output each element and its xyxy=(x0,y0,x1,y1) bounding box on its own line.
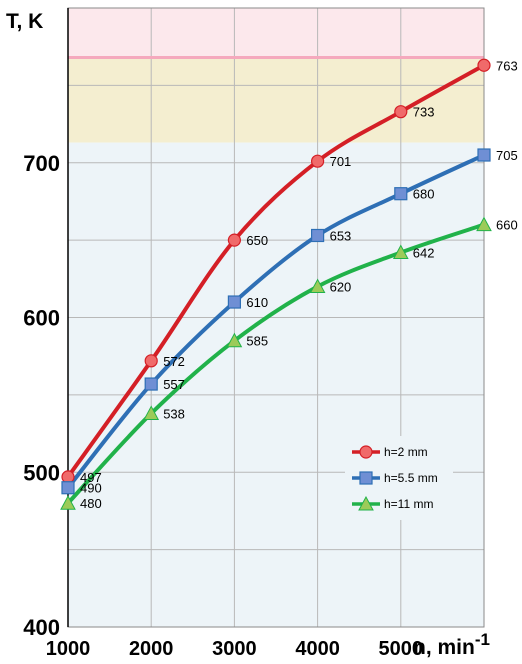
series-line-2 xyxy=(66,222,486,506)
y-axis-ticks: 400 500 600 700 xyxy=(23,151,60,640)
data-label: 660 xyxy=(496,218,518,233)
data-label: 763 xyxy=(496,58,518,73)
plot-frame xyxy=(67,7,485,628)
y-tick-label: 400 xyxy=(23,615,60,640)
data-point xyxy=(394,187,408,201)
data-label: 620 xyxy=(330,280,352,295)
data-label: 585 xyxy=(246,334,268,349)
legend-marker-0 xyxy=(359,445,373,459)
series-markers xyxy=(60,58,492,510)
data-label: 480 xyxy=(80,496,102,511)
data-label: 680 xyxy=(413,187,435,202)
data-point xyxy=(477,148,491,162)
data-point xyxy=(144,377,158,391)
x-tick-label: 4000 xyxy=(295,638,340,660)
y-tick-label: 700 xyxy=(23,151,60,176)
x-axis-ticks: 1000 2000 3000 4000 5000 xyxy=(46,638,423,660)
data-label: 610 xyxy=(246,295,268,310)
band-2 xyxy=(68,142,484,627)
data-point xyxy=(143,405,160,420)
background-bands xyxy=(68,8,484,627)
legend: h=2 mm h=5.5 mm h=11 mm xyxy=(345,436,453,520)
data-point xyxy=(60,495,76,510)
data-point xyxy=(61,481,75,495)
x-tick-label: 3000 xyxy=(212,638,257,660)
data-point xyxy=(144,354,158,368)
legend-marker-1 xyxy=(359,471,373,485)
data-point xyxy=(392,244,409,260)
band-0 xyxy=(68,57,484,143)
x-axis-title-sup: -1 xyxy=(475,630,490,649)
data-point xyxy=(309,278,326,294)
grid-lines xyxy=(67,7,485,628)
x-axis-title: n, min-1 xyxy=(413,630,490,659)
data-point xyxy=(226,332,243,348)
data-point xyxy=(477,58,491,72)
legend-label-1: h=5.5 mm xyxy=(384,471,438,485)
band-1 xyxy=(68,8,484,58)
data-point xyxy=(311,228,325,243)
x-tick-label: 5000 xyxy=(379,638,424,660)
data-label: 701 xyxy=(330,154,352,169)
data-label: 497 xyxy=(80,470,102,485)
y-axis-title: T, K xyxy=(6,10,43,33)
data-point xyxy=(227,295,241,309)
legend-label-0: h=2 mm xyxy=(384,445,428,459)
data-point xyxy=(61,470,75,484)
data-label: 650 xyxy=(246,233,268,248)
data-label: 642 xyxy=(413,246,435,261)
data-label: 572 xyxy=(163,354,185,369)
data-point xyxy=(311,154,325,168)
data-point xyxy=(394,105,408,119)
data-label: 538 xyxy=(163,406,185,421)
data-label: 653 xyxy=(330,228,352,243)
x-axis-title-text: n, min xyxy=(413,636,475,659)
y-tick-label: 500 xyxy=(23,460,60,485)
data-point xyxy=(227,233,241,247)
x-tick-label: 2000 xyxy=(129,638,174,660)
data-label: 490 xyxy=(80,481,102,496)
data-label: 733 xyxy=(413,105,435,120)
data-label: 557 xyxy=(163,377,185,392)
data-label: 705 xyxy=(496,148,518,163)
data-labels: 497 572 650 701 733 763 490 557 610 653 680 705 480 5… xyxy=(80,58,518,511)
legend-label-2: h=11 mm xyxy=(384,497,433,511)
x-tick-label: 1000 xyxy=(46,638,91,660)
y-tick-label: 600 xyxy=(23,306,60,331)
data-point xyxy=(476,216,492,232)
legend-marker-2 xyxy=(358,495,374,511)
